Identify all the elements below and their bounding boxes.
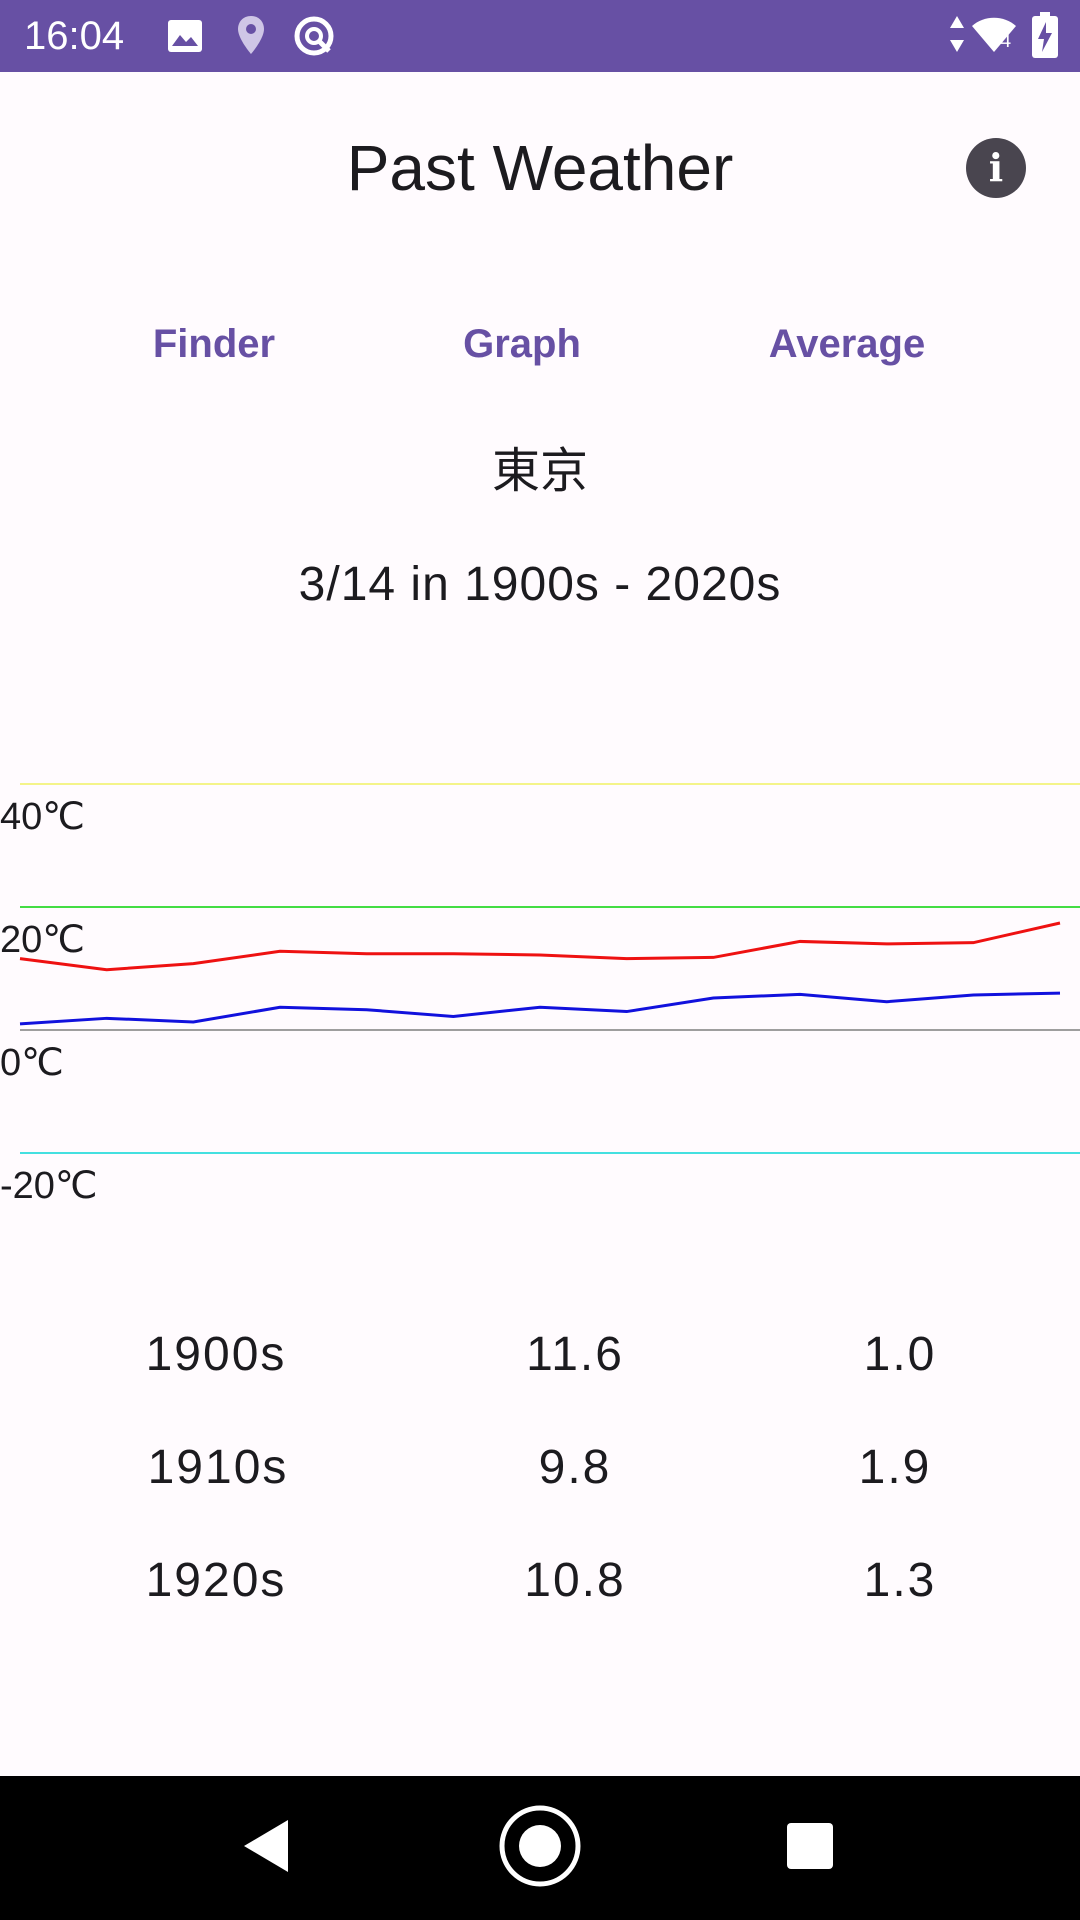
date-range: 3/14 in 1900s - 2020s <box>298 558 782 611</box>
y-tick-label: -20℃ <box>0 1165 98 1207</box>
high-temp: 10.8 <box>524 1554 626 1607</box>
info-icon[interactable]: i <box>966 138 1026 198</box>
page-title: Past Weather <box>346 132 734 204</box>
wifi-badge: 4 <box>1000 30 1012 52</box>
data-arrows-icon <box>950 16 964 52</box>
low-temp: 1.3 <box>863 1554 937 1607</box>
low-temp: 1.0 <box>863 1328 937 1381</box>
high-temp: 11.6 <box>526 1328 624 1381</box>
temperature-chart: 40℃ 20℃ 0℃ -20℃ <box>0 783 1080 1207</box>
image-icon <box>168 20 202 52</box>
tab-average[interactable]: Average <box>768 322 926 366</box>
location-name: 東京 <box>491 445 588 498</box>
status-bar: 16:04 4 <box>0 0 1080 72</box>
location-icon <box>238 16 264 54</box>
tab-finder[interactable]: Finder <box>152 322 276 366</box>
y-tick-label: 40℃ <box>0 796 85 838</box>
decade-label: 1920s <box>145 1554 287 1607</box>
sync-icon <box>294 16 334 56</box>
navigation-bar <box>0 1776 1080 1920</box>
low-temp: 1.9 <box>858 1441 932 1494</box>
status-time: 16:04 <box>24 14 125 58</box>
series-line <box>19 921 1061 972</box>
high-temp: 9.8 <box>538 1441 612 1494</box>
y-tick-label: 20℃ <box>0 919 85 961</box>
battery-charging-icon <box>1032 12 1058 58</box>
y-tick-label: 0℃ <box>0 1042 64 1084</box>
series-line <box>19 991 1061 1026</box>
recents-icon[interactable] <box>786 1822 834 1870</box>
decade-label: 1910s <box>147 1441 289 1494</box>
tab-graph[interactable]: Graph <box>463 322 581 366</box>
wifi-icon <box>972 17 1016 52</box>
back-icon[interactable] <box>242 1818 290 1874</box>
home-icon[interactable] <box>498 1804 582 1888</box>
decade-label: 1900s <box>145 1328 287 1381</box>
